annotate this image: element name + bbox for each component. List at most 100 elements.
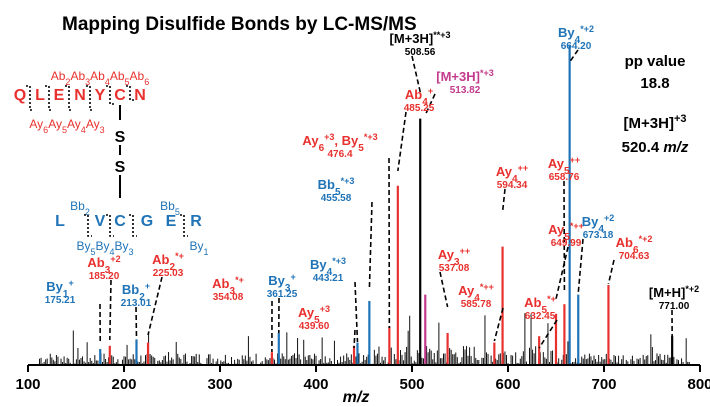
x-tick-label: 200 <box>111 376 136 393</box>
x-tick-label: 400 <box>303 376 328 393</box>
x-axis-ticks: 100 200 300 400 500 600 700 800 <box>15 365 710 393</box>
chart-title: Mapping Disulfide Bonds by LC-MS/MS <box>62 14 417 35</box>
peak-leader-line <box>353 329 356 349</box>
peak-ion-label: Ab5*+ <box>524 294 556 316</box>
peak-ion-label: Ay6+3, By5*+3 <box>302 132 377 154</box>
peptide-residue: G <box>141 213 153 230</box>
peptide-residue: E <box>166 213 177 230</box>
x-tick-label: 600 <box>495 376 520 393</box>
peak-mz-label: 673.18 <box>583 230 614 241</box>
peak-ion-label: By4*+2 <box>558 24 594 46</box>
chain-a-b-ions: Ab2Ab3Ab4Ab5Ab6 <box>51 69 150 87</box>
peak-ion-label: Ab2*+ <box>152 251 184 273</box>
peptide-residue: R <box>190 213 202 230</box>
precursor-value: 520.4 m/z <box>622 139 689 156</box>
peak-mz-label: 704.63 <box>619 251 650 262</box>
info-box: pp value 18.8 [M+3H]+3 520.4 m/z <box>622 53 689 156</box>
peak-mz-label: 361.25 <box>267 289 298 300</box>
cleavage-marker <box>106 214 114 237</box>
peptide-residue: S <box>115 129 126 146</box>
peak-mz-label: 649.99 <box>551 238 582 249</box>
peak-leader-line <box>568 49 579 63</box>
peptide-residue: L <box>35 87 45 104</box>
peak-mz-label: 476.4 <box>327 149 352 160</box>
peak-mz-label: 585.78 <box>461 299 492 310</box>
peak-mz-label: 632.45 <box>525 311 556 322</box>
cleavage-marker <box>45 85 53 111</box>
peak-mz-label: 664.20 <box>561 41 592 52</box>
x-tick-label: 100 <box>15 376 40 393</box>
peptide-residue: Y <box>95 87 106 104</box>
peptide-residue: N <box>74 87 86 104</box>
peak-leader-line <box>607 259 615 285</box>
chain-b-y-ion-last: By1 <box>189 239 208 257</box>
peak-ion-label: Bb5*+3 <box>318 176 355 198</box>
peak-leader-line <box>577 238 584 294</box>
chain-b-y-ions: By5By4By3 <box>76 239 133 257</box>
peak-ion-label: By1+ <box>46 278 73 300</box>
cleavage-marker <box>26 85 34 111</box>
peak-leader-line <box>424 93 436 116</box>
peptide-residue: N <box>134 87 146 104</box>
peak-ion-label: [M+3H]*+3 <box>436 68 493 84</box>
peptide-residue: L <box>55 213 65 230</box>
peak-mz-label: 594.34 <box>497 180 528 191</box>
peak-leader-line <box>493 307 504 342</box>
peak-mz-label: 439.60 <box>299 321 330 332</box>
peak-ion-label: Ay3++ <box>438 246 470 268</box>
chain-a-y-ions: Ay6Ay5Ay4Ay3 <box>29 117 104 135</box>
peak-ion-label: Ay4*++ <box>458 282 494 304</box>
peak-mz-label: 175.21 <box>45 295 76 306</box>
peak-leader-line <box>108 279 112 341</box>
annotated-peaks <box>99 45 674 365</box>
peptide-residue: S <box>115 159 126 176</box>
peak-leader-line <box>147 276 163 336</box>
peak-leader-line <box>354 281 359 343</box>
cleavage-marker <box>126 85 134 101</box>
peak-leader-line <box>555 246 569 300</box>
x-tick-label: 800 <box>687 376 710 393</box>
peak-ion-label: By3+ <box>268 272 295 294</box>
peak-ion-label: Bb2+ <box>122 281 150 303</box>
peptide-residue: E <box>54 87 65 104</box>
peak-ion-label: [M+3H]**+3 <box>390 30 451 46</box>
peak-leader-line <box>501 188 506 213</box>
x-tick-label: 700 <box>591 376 616 393</box>
peak-ion-label: By4+2 <box>582 213 614 235</box>
peak-ion-label: Ab3*+ <box>212 275 244 297</box>
peak-leader-line <box>368 201 373 291</box>
peptide-residue: C <box>114 213 126 230</box>
peak-ion-label: By4*+3 <box>310 256 346 278</box>
peak-mz-label: 443.21 <box>313 273 344 284</box>
peak-mz-label: 485.25 <box>404 103 435 114</box>
peak-mz-label: 508.56 <box>405 47 436 58</box>
cleavage-marker <box>86 85 94 111</box>
chain-b-b-ion: Bb5 <box>160 199 180 217</box>
precursor-label: [M+3H]+3 <box>624 113 687 132</box>
cleavage-marker <box>106 85 114 105</box>
peak-mz-label: 771.00 <box>659 301 690 312</box>
peak-ion-label: Ab3+2 <box>87 254 120 276</box>
peak-mz-label: 213.01 <box>121 298 152 309</box>
peak-leader-line <box>538 319 558 349</box>
peak-ion-label: Ay5++ <box>548 155 580 177</box>
x-tick-label: 300 <box>207 376 232 393</box>
pp-label: pp value <box>625 53 686 70</box>
peptide-residue: C <box>114 87 126 104</box>
peak-mz-label: 513.82 <box>450 85 481 96</box>
peptide-residue: Q <box>14 87 26 104</box>
peak-ion-label: Ab6*+2 <box>616 234 653 256</box>
peak-ion-label: [M+H]*+2 <box>649 284 699 300</box>
peak-mz-label: 537.08 <box>439 263 470 274</box>
peak-mz-label: 455.58 <box>321 193 352 204</box>
peak-ion-label: Ay4++ <box>496 163 528 185</box>
peak-ion-label: Ay5+3 <box>298 304 330 326</box>
peak-mz-label: 225.03 <box>153 268 184 279</box>
baseline-noise-peaks <box>39 313 690 365</box>
pp-value: 18.8 <box>640 75 669 92</box>
peak-leader-line <box>411 55 421 93</box>
cleavage-marker <box>84 214 92 237</box>
